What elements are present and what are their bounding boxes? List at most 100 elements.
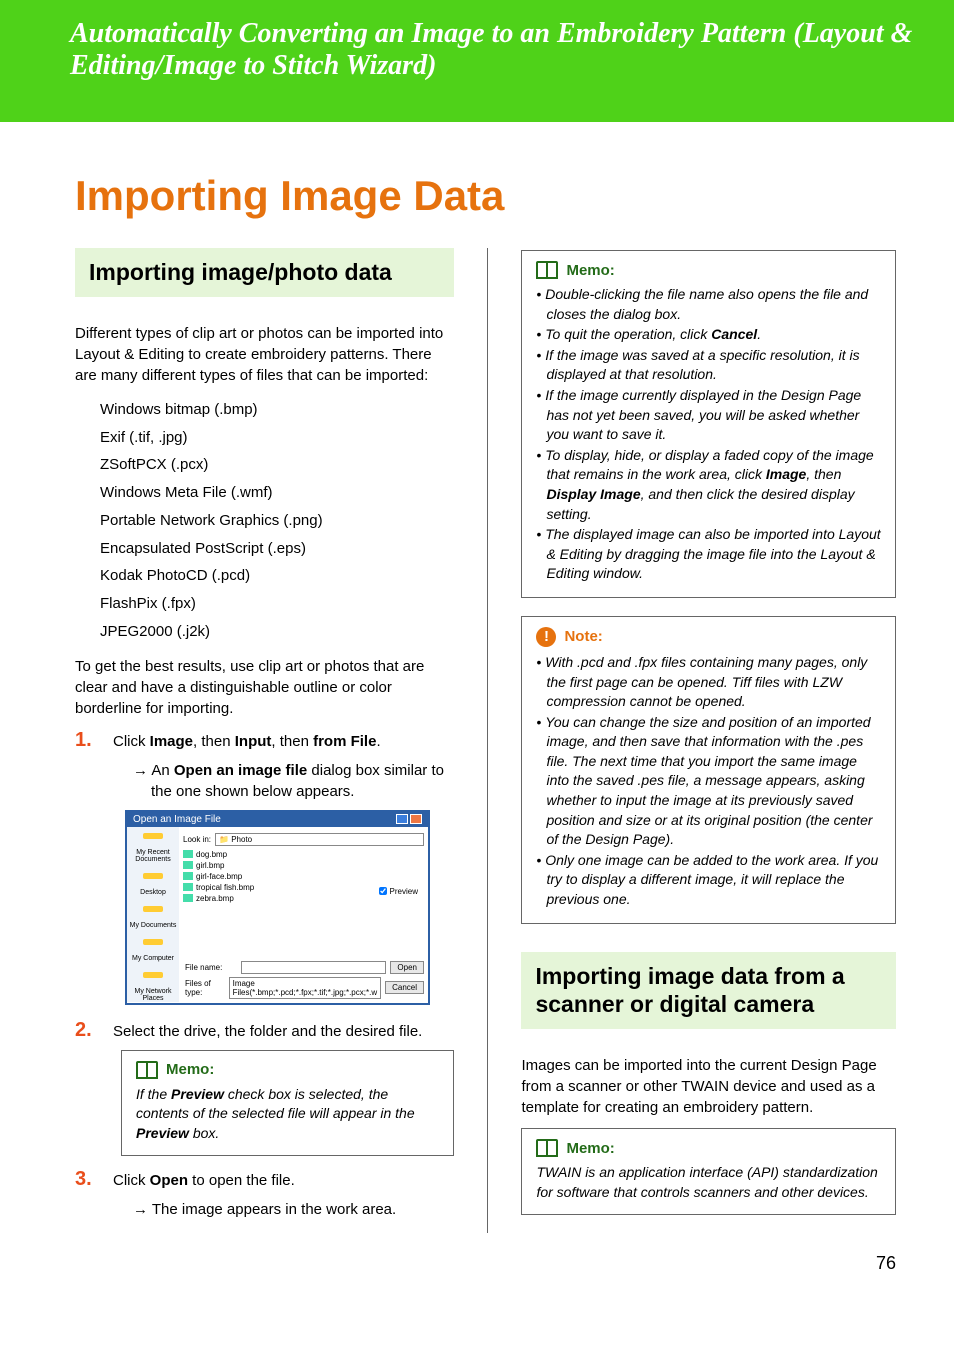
sidebar-label: My Documents	[130, 922, 177, 929]
page-title: Importing Image Data	[75, 172, 896, 220]
memo-twain-text: TWAIN is an application interface (API) …	[536, 1163, 881, 1202]
folder-icon	[143, 972, 163, 978]
file-item: dog.bmp	[183, 850, 424, 859]
look-in-row: Look in: 📁 Photo	[183, 831, 424, 848]
note-icon	[536, 627, 556, 647]
dialog-sidebar: My Recent Documents Desktop My Documents My…	[127, 827, 179, 1002]
content-area: Importing Image Data Importing image/pho…	[0, 122, 954, 1304]
folder-icon	[143, 906, 163, 912]
format-item: JPEG2000 (.j2k)	[100, 618, 454, 646]
folder-icon	[143, 873, 163, 879]
note-box: Note: With .pcd and .fpx files containin…	[521, 616, 896, 924]
file-item: girl.bmp	[183, 861, 424, 870]
memo-header: Memo:	[136, 1061, 439, 1079]
two-columns: Importing image/photo data Different typ…	[75, 248, 896, 1233]
format-item: FlashPix (.fpx)	[100, 590, 454, 618]
memo-box-twain: Memo: TWAIN is an application interface …	[521, 1128, 896, 1215]
help-icon	[396, 814, 408, 824]
folder-icon	[143, 939, 163, 945]
memo-item: To display, hide, or display a faded cop…	[536, 446, 881, 524]
memo-label: Memo:	[166, 1061, 214, 1078]
sidebar-label: My Computer	[132, 955, 174, 962]
memo-box-top: Memo: Double-clicking the file name also…	[521, 250, 896, 598]
memo-text: If the Preview check box is selected, th…	[136, 1085, 439, 1144]
sidebar-label: Desktop	[140, 889, 166, 896]
dialog-bottom: File name: Open Files of type: Image Fil…	[185, 958, 424, 999]
step-3-text: Click Open to open the file.	[113, 1170, 295, 1191]
format-item: Portable Network Graphics (.png)	[100, 507, 454, 535]
step-number: 3.	[75, 1168, 95, 1191]
step-1-text: Click Image, then Input, then from File.	[113, 731, 381, 752]
file-icon	[183, 861, 193, 869]
note-item: You can change the size and position of …	[536, 713, 881, 850]
intro-paragraph: Different types of clip art or photos ca…	[75, 323, 454, 386]
file-icon	[183, 883, 193, 891]
results-paragraph: To get the best results, use clip art or…	[75, 656, 454, 719]
memo-item: If the image currently displayed in the …	[536, 386, 881, 445]
dialog-titlebar: Open an Image File	[127, 812, 428, 827]
step-3: 3. Click Open to open the file.	[75, 1168, 454, 1191]
sidebar-label: My Network Places	[127, 988, 179, 1002]
note-item: Only one image can be added to the work …	[536, 851, 881, 910]
scanner-paragraph: Images can be imported into the current …	[521, 1055, 896, 1118]
format-item: Kodak PhotoCD (.pcd)	[100, 562, 454, 590]
memo-icon	[536, 1139, 558, 1157]
right-column: Memo: Double-clicking the file name also…	[521, 248, 896, 1233]
section-heading-box: Importing image/photo data	[75, 248, 454, 297]
open-button: Open	[390, 961, 424, 974]
page-number: 76	[75, 1253, 896, 1274]
step-1-result: → An Open an image file dialog box simil…	[133, 760, 454, 802]
format-item: Windows bitmap (.bmp)	[100, 396, 454, 424]
memo-item: To quit the operation, click Cancel.	[536, 325, 881, 345]
memo-label: Memo:	[566, 262, 614, 279]
filetype-field: Image Files(*.bmp;*.pcd;*.fpx;*.tif;*.jp…	[229, 977, 382, 999]
section-heading: Importing image/photo data	[89, 258, 440, 287]
open-image-dialog: Open an Image File My Recent Documents De…	[125, 810, 430, 1005]
file-icon	[183, 850, 193, 858]
memo-preview-box: Memo: If the Preview check box is select…	[121, 1050, 454, 1157]
section-heading-2: Importing image data from a scanner or d…	[535, 962, 882, 1020]
banner-title: Automatically Converting an Image to an …	[70, 18, 954, 82]
note-list: With .pcd and .fpx files containing many…	[536, 653, 881, 910]
top-banner: Automatically Converting an Image to an …	[0, 0, 954, 100]
memo-item: Double-clicking the file name also opens…	[536, 285, 881, 324]
look-in-field: 📁 Photo	[215, 833, 424, 846]
format-item: Windows Meta File (.wmf)	[100, 479, 454, 507]
dialog-window-controls	[396, 814, 422, 824]
memo-icon	[136, 1061, 158, 1079]
memo-icon	[536, 261, 558, 279]
note-label: Note:	[564, 628, 602, 645]
memo-header: Memo:	[536, 261, 881, 279]
note-item: With .pcd and .fpx files containing many…	[536, 653, 881, 712]
step-number: 1.	[75, 729, 95, 752]
format-item: Exif (.tif, .jpg)	[100, 424, 454, 452]
step-3-result: → The image appears in the work area.	[133, 1199, 454, 1220]
close-icon	[410, 814, 422, 824]
filename-field	[241, 961, 386, 974]
folder-icon	[143, 833, 163, 839]
file-icon	[183, 894, 193, 902]
note-header: Note:	[536, 627, 881, 647]
step-number: 2.	[75, 1019, 95, 1042]
preview-check	[379, 887, 387, 895]
file-icon	[183, 872, 193, 880]
green-bar	[0, 100, 954, 122]
preview-checkbox: Preview	[379, 887, 418, 896]
format-item: Encapsulated PostScript (.eps)	[100, 535, 454, 563]
memo-item: If the image was saved at a specific res…	[536, 346, 881, 385]
section-heading-box-2: Importing image data from a scanner or d…	[521, 952, 896, 1030]
memo-list: Double-clicking the file name also opens…	[536, 285, 881, 584]
column-divider	[487, 248, 488, 1233]
format-item: ZSoftPCX (.pcx)	[100, 451, 454, 479]
step-2-text: Select the drive, the folder and the des…	[113, 1021, 422, 1042]
cancel-button: Cancel	[385, 981, 424, 994]
memo-label: Memo:	[566, 1140, 614, 1157]
step-2: 2. Select the drive, the folder and the …	[75, 1019, 454, 1042]
file-item: girl-face.bmp	[183, 872, 424, 881]
sidebar-label: My Recent Documents	[127, 849, 179, 863]
file-format-list: Windows bitmap (.bmp)Exif (.tif, .jpg)ZS…	[100, 396, 454, 646]
step-1: 1. Click Image, then Input, then from Fi…	[75, 729, 454, 752]
memo-header: Memo:	[536, 1139, 881, 1157]
left-column: Importing image/photo data Different typ…	[75, 248, 454, 1233]
memo-item: The displayed image can also be imported…	[536, 525, 881, 584]
